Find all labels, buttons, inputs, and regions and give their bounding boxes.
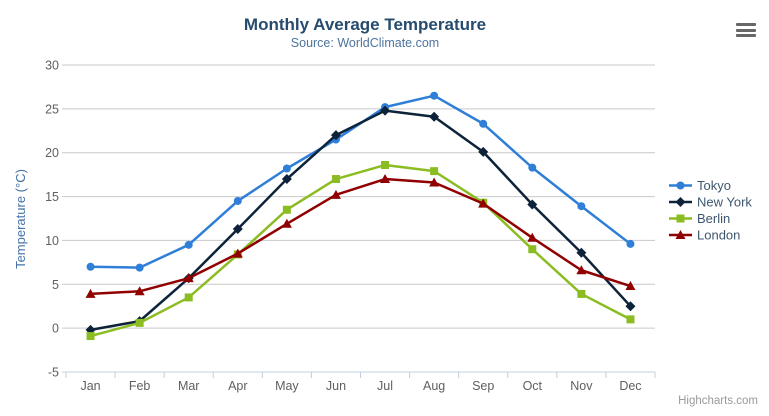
y-axis-label: 10 [45,234,59,248]
legend-item-tokyo[interactable]: Tokyo [669,178,731,193]
triangle-marker [478,198,489,208]
square-marker [331,175,340,184]
x-axis-label: May [275,379,299,393]
legend-item-new-york[interactable]: New York [669,195,752,210]
x-axis-label: Oct [523,379,543,393]
square-marker [577,289,586,298]
series-berlin [86,160,635,341]
triangle-marker [429,177,440,187]
series-line [89,94,632,269]
axes-group: -5 0 5 10 15 20 25 30 Jan Feb Mar Apr May Jun Jul Aug Se… [45,59,656,393]
circle-marker [479,119,488,128]
x-axis-label: Apr [228,379,247,393]
circle-marker [135,263,144,272]
square-marker [626,315,635,324]
diamond-marker [675,197,686,207]
diamond-marker [380,105,391,116]
y-axis-label: -5 [48,366,59,380]
circle-marker [676,181,685,190]
x-axis-label: Jan [80,379,100,393]
triangle-marker [330,189,341,199]
square-marker [184,293,193,302]
square-marker [676,214,685,223]
series-line [89,163,632,338]
legend-label: London [697,228,740,243]
y-axis-label: 0 [52,322,59,336]
triangle-marker [134,286,145,296]
circle-marker [430,91,439,100]
legend-item-berlin[interactable]: Berlin [669,211,730,226]
hamburger-menu-icon [736,23,756,37]
x-axis-label: Aug [423,379,445,393]
x-axis-label: Mar [178,379,200,393]
triangle-marker [380,174,391,184]
series-line [89,109,632,332]
series-line [89,177,632,296]
circle-marker [282,164,291,173]
y-axis-label: 30 [45,59,59,73]
x-axis-label: Feb [129,379,151,393]
series-new-york [85,105,636,335]
diamond-marker [625,301,636,312]
x-axis-label: Dec [619,379,641,393]
diamond-marker [576,247,587,258]
credits-link[interactable]: Highcharts.com [678,395,758,407]
x-axis-label: Nov [570,379,593,393]
legend-item-london[interactable]: London [669,228,740,243]
triangle-marker [675,230,686,239]
gridlines-group [62,64,655,329]
chart-subtitle: Source: WorldClimate.com [291,36,439,50]
y-axis-label: 15 [45,190,59,204]
triangle-marker [576,265,587,275]
circle-marker [528,163,537,172]
square-marker [282,205,291,214]
y-axis-label: 25 [45,102,59,116]
square-marker [381,160,390,169]
square-marker [430,167,439,176]
y-axis-label: 20 [45,146,59,160]
y-axis-title: Temperature (°C) [13,169,28,269]
chart-title: Monthly Average Temperature [244,15,486,34]
triangle-marker [183,273,194,283]
legend-label: Tokyo [697,178,731,193]
x-axis-label: Jun [326,379,346,393]
diamond-marker [232,224,243,235]
diamond-marker [281,174,292,185]
context-menu-button[interactable] [733,19,759,41]
circle-marker [577,202,586,211]
square-marker [135,318,144,327]
circle-marker [233,196,242,205]
series-london [85,174,636,298]
circle-marker [184,240,193,249]
triangle-marker [281,218,292,228]
diamond-marker [330,130,341,141]
triangle-marker [527,232,538,242]
series-tokyo [86,91,635,272]
series-group [85,91,636,341]
x-axis-label: Sep [472,379,494,393]
diamond-marker [429,111,440,122]
diamond-marker [527,199,538,210]
circle-marker [86,262,95,271]
circle-marker [626,239,635,248]
legend-label: Berlin [697,211,730,226]
triangle-marker [625,281,636,291]
y-axis-label: 5 [52,278,59,292]
triangle-marker [232,248,243,258]
diamond-marker [478,146,489,157]
x-axis-label: Jul [377,379,393,393]
square-marker [86,332,95,341]
square-marker [528,245,537,254]
legend-label: New York [697,195,752,210]
triangle-marker [85,288,96,298]
